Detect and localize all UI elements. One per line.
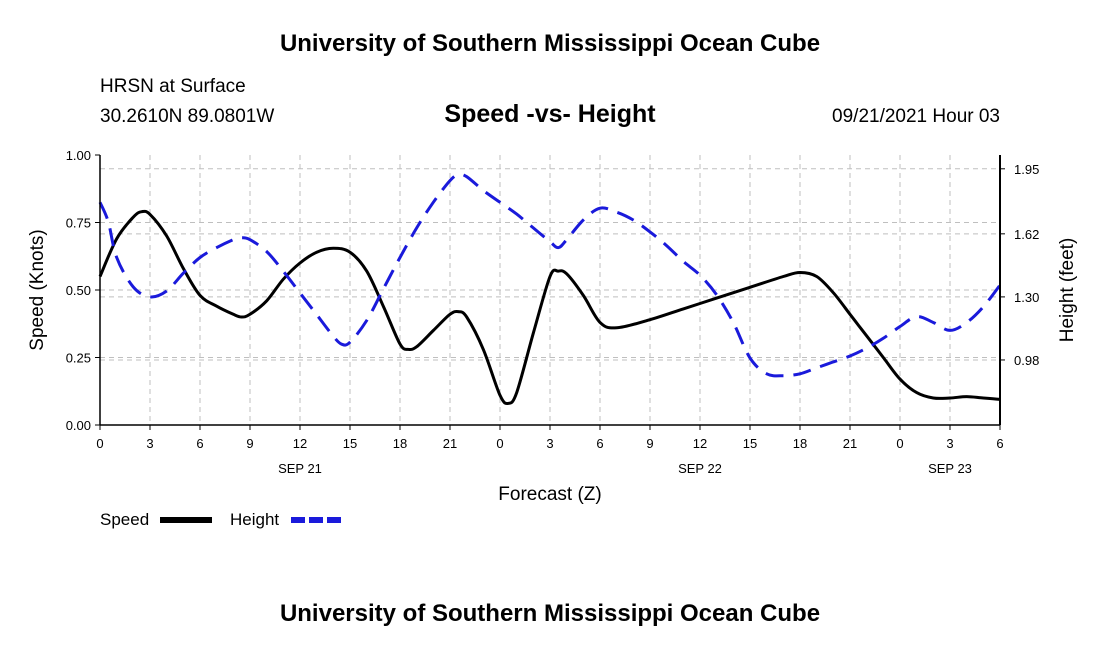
x-tick-label: 6 <box>996 436 1003 451</box>
x-axis-title: Forecast (Z) <box>498 484 601 505</box>
x-tick-label: 0 <box>896 436 903 451</box>
x-tick-label: 15 <box>343 436 357 451</box>
station-label: HRSN at Surface <box>100 76 246 97</box>
x-tick-label: 0 <box>96 436 103 451</box>
y-tick-label: 1.00 <box>66 148 91 163</box>
x-tick-label: 12 <box>693 436 707 451</box>
x-date-label: SEP 21 <box>278 461 322 476</box>
x-tick-label: 21 <box>443 436 457 451</box>
x-tick-label: 18 <box>393 436 407 451</box>
y2-tick-label: 1.30 <box>1014 290 1039 305</box>
x-tick-label: 9 <box>246 436 253 451</box>
x-date-label: SEP 22 <box>678 461 722 476</box>
forecast-datetime: 09/21/2021 Hour 03 <box>832 106 1000 127</box>
y2-axis-title: Height (feet) <box>1057 238 1078 343</box>
x-tick-label: 15 <box>743 436 757 451</box>
x-tick-label: 3 <box>946 436 953 451</box>
station-coordinates: 30.2610N 89.0801W <box>100 106 275 127</box>
y-tick-label: 0.50 <box>66 283 91 298</box>
x-tick-label: 6 <box>196 436 203 451</box>
x-tick-label: 3 <box>146 436 153 451</box>
y-tick-label: 0.00 <box>66 418 91 433</box>
axis-layer <box>95 154 1005 430</box>
y-tick-label: 0.75 <box>66 216 91 231</box>
y2-tick-label: 1.95 <box>1014 162 1039 177</box>
legend-label-speed: Speed <box>100 510 149 529</box>
y-tick-label: 0.25 <box>66 351 91 366</box>
x-tick-label: 12 <box>293 436 307 451</box>
y2-tick-label: 1.62 <box>1014 227 1039 242</box>
x-tick-label: 6 <box>596 436 603 451</box>
legend-layer: Speed Height <box>100 510 343 529</box>
label-layer: 0 3 6 9 12 15 18 21 0 3 6 9 12 15 18 21 0 3 6 SEP 21 SEP 22 S… <box>27 148 1078 505</box>
page-title-bottom: University of Southern Mississippi Ocean… <box>279 600 821 627</box>
page-title-top: University of Southern Mississippi Ocean… <box>279 30 821 57</box>
y-axis-title: Speed (Knots) <box>27 229 48 350</box>
x-tick-label: 9 <box>646 436 653 451</box>
series-line-height <box>98 172 1002 378</box>
x-tick-label: 18 <box>793 436 807 451</box>
grid-layer <box>100 155 1000 425</box>
x-tick-label: 0 <box>496 436 503 451</box>
x-date-label: SEP 23 <box>928 461 972 476</box>
x-tick-label: 21 <box>843 436 857 451</box>
chart-title: Speed -vs- Height <box>444 100 656 128</box>
x-tick-label: 3 <box>546 436 553 451</box>
series-line-speed <box>98 209 1001 406</box>
series-layer <box>98 172 1002 406</box>
legend-label-height: Height <box>230 510 279 529</box>
y2-tick-label: 0.98 <box>1014 353 1039 368</box>
